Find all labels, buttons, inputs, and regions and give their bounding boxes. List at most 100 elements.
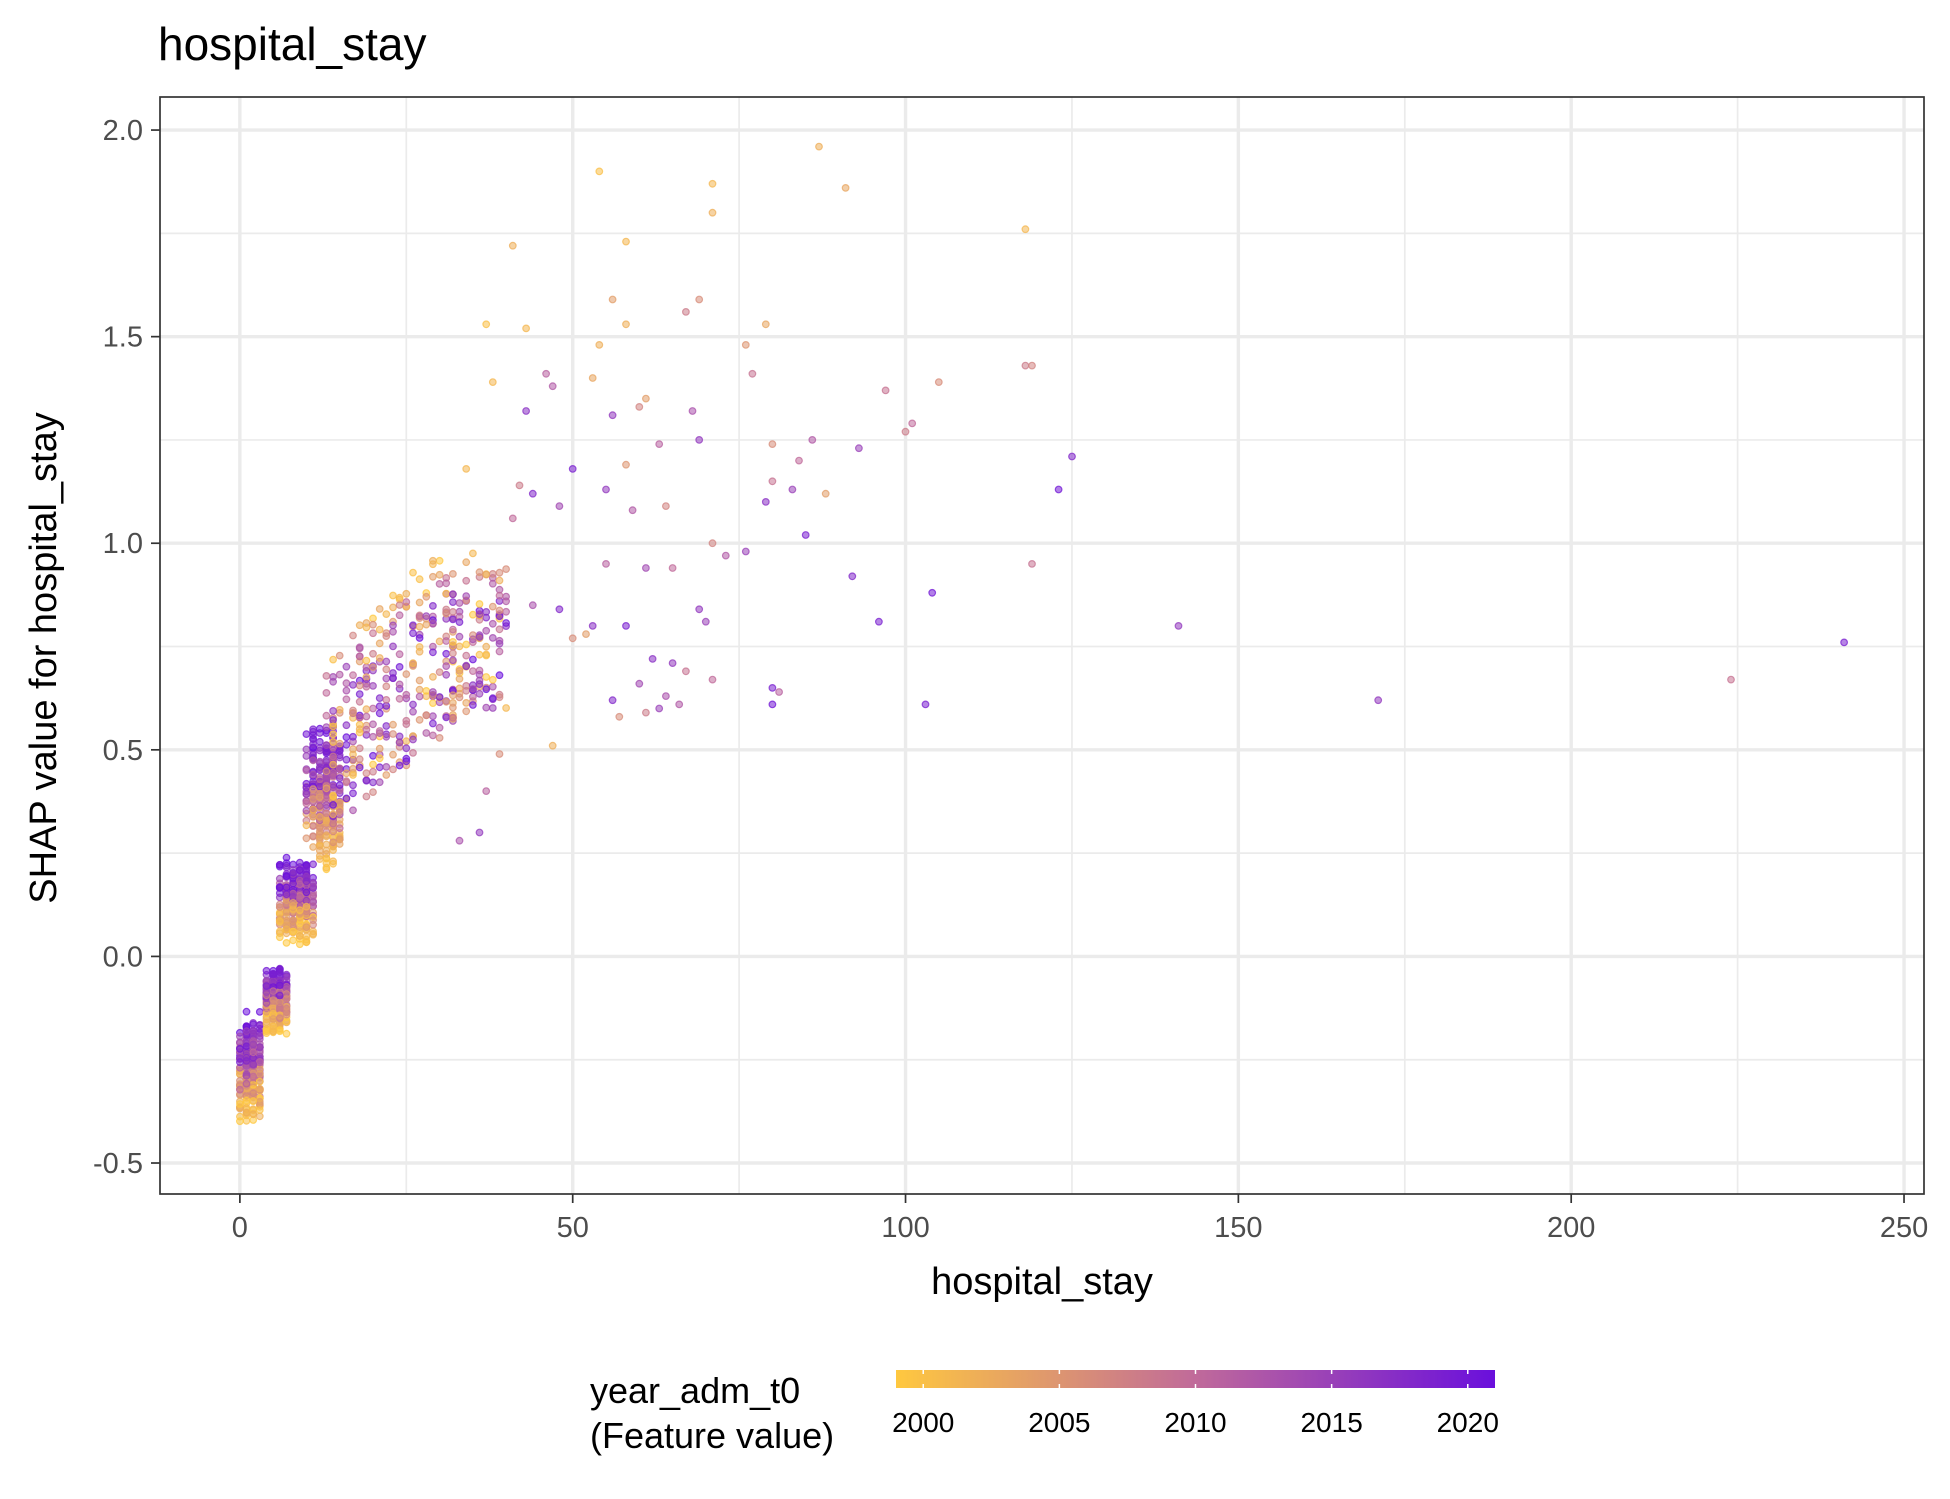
data-point [242,1071,251,1080]
data-point [488,602,497,611]
data-point [289,936,298,945]
data-point [315,855,324,863]
data-point [415,692,424,701]
data-point [375,694,384,702]
data-point [282,921,291,930]
data-point [409,735,417,744]
data-point [748,369,757,378]
data-point [309,822,318,830]
data-point [282,1010,291,1019]
data-point [469,655,477,664]
data-point [375,778,384,787]
legend-tick-label: 2010 [1164,1407,1226,1438]
data-point [329,738,338,746]
data-point [329,801,338,809]
data-point [255,1070,264,1078]
data-point [708,539,717,548]
data-point [1021,225,1030,234]
data-point [335,798,344,807]
data-point [242,1042,251,1051]
data-point [355,755,364,764]
plot-panel-border [159,96,1925,1195]
data-point [1374,696,1383,705]
y-axis-ticks: -0.5 0.0 0.5 1.0 1.5 2.0 [93,115,160,1180]
data-point [475,568,484,577]
data-point [242,1027,251,1036]
data-point [289,891,298,900]
data-point [449,656,457,665]
data-point [449,625,457,634]
data-point [309,843,318,851]
data-point [242,1007,251,1016]
data-point [768,684,777,692]
data-point [389,674,397,682]
data-point [382,763,391,771]
y-tick-label: -0.5 [93,1148,143,1180]
data-point [602,560,610,568]
data-point [375,727,384,735]
data-point [355,690,364,698]
data-point [701,617,710,626]
data-point [362,776,371,785]
data-point [362,769,371,778]
data-point [322,672,331,680]
data-point [322,863,331,872]
data-point [329,792,338,801]
data-point [469,667,477,675]
data-point [482,673,491,681]
data-point [1068,452,1076,461]
data-point [262,966,271,975]
legend-tick-label: 2000 [892,1407,954,1438]
data-point [349,631,357,640]
data-point [355,621,364,630]
data-point [269,970,278,979]
data-point [335,840,344,848]
data-point [315,775,324,784]
data-point [342,686,351,695]
data-point [282,853,291,862]
data-point [255,1008,264,1016]
data-point [495,606,504,615]
data-point [608,411,617,420]
data-point [282,1029,291,1038]
data-point [309,756,318,765]
data-point [335,781,344,789]
data-point [475,680,484,688]
data-point [369,732,377,741]
data-point [409,568,417,577]
data-point [555,502,564,511]
data-point [761,320,770,329]
data-point [282,890,291,899]
data-point [455,693,464,702]
data-point [449,615,457,624]
data-point [708,675,717,684]
data-point [275,1014,284,1023]
data-point [315,789,324,798]
data-point [369,663,377,671]
data-point [429,556,437,565]
data-point [455,642,464,651]
data-point [449,598,457,606]
data-point [275,927,284,936]
data-point [528,601,537,610]
data-point [475,600,484,608]
data-point [482,703,491,712]
data-point [282,995,291,1003]
legend-tick-label: 2015 [1300,1407,1362,1438]
data-point [302,752,311,760]
data-point [375,654,384,662]
data-point [429,712,437,721]
data-point [469,610,477,619]
data-point [275,883,284,892]
data-point [1727,675,1735,684]
data-point [642,708,650,717]
data-point [262,1020,271,1028]
data-point [375,605,384,613]
data-point [469,701,477,709]
data-point [449,608,457,616]
data-point [462,592,471,600]
data-point [329,810,338,819]
data-point [469,549,477,558]
data-point [309,882,318,891]
data-point [409,629,417,638]
